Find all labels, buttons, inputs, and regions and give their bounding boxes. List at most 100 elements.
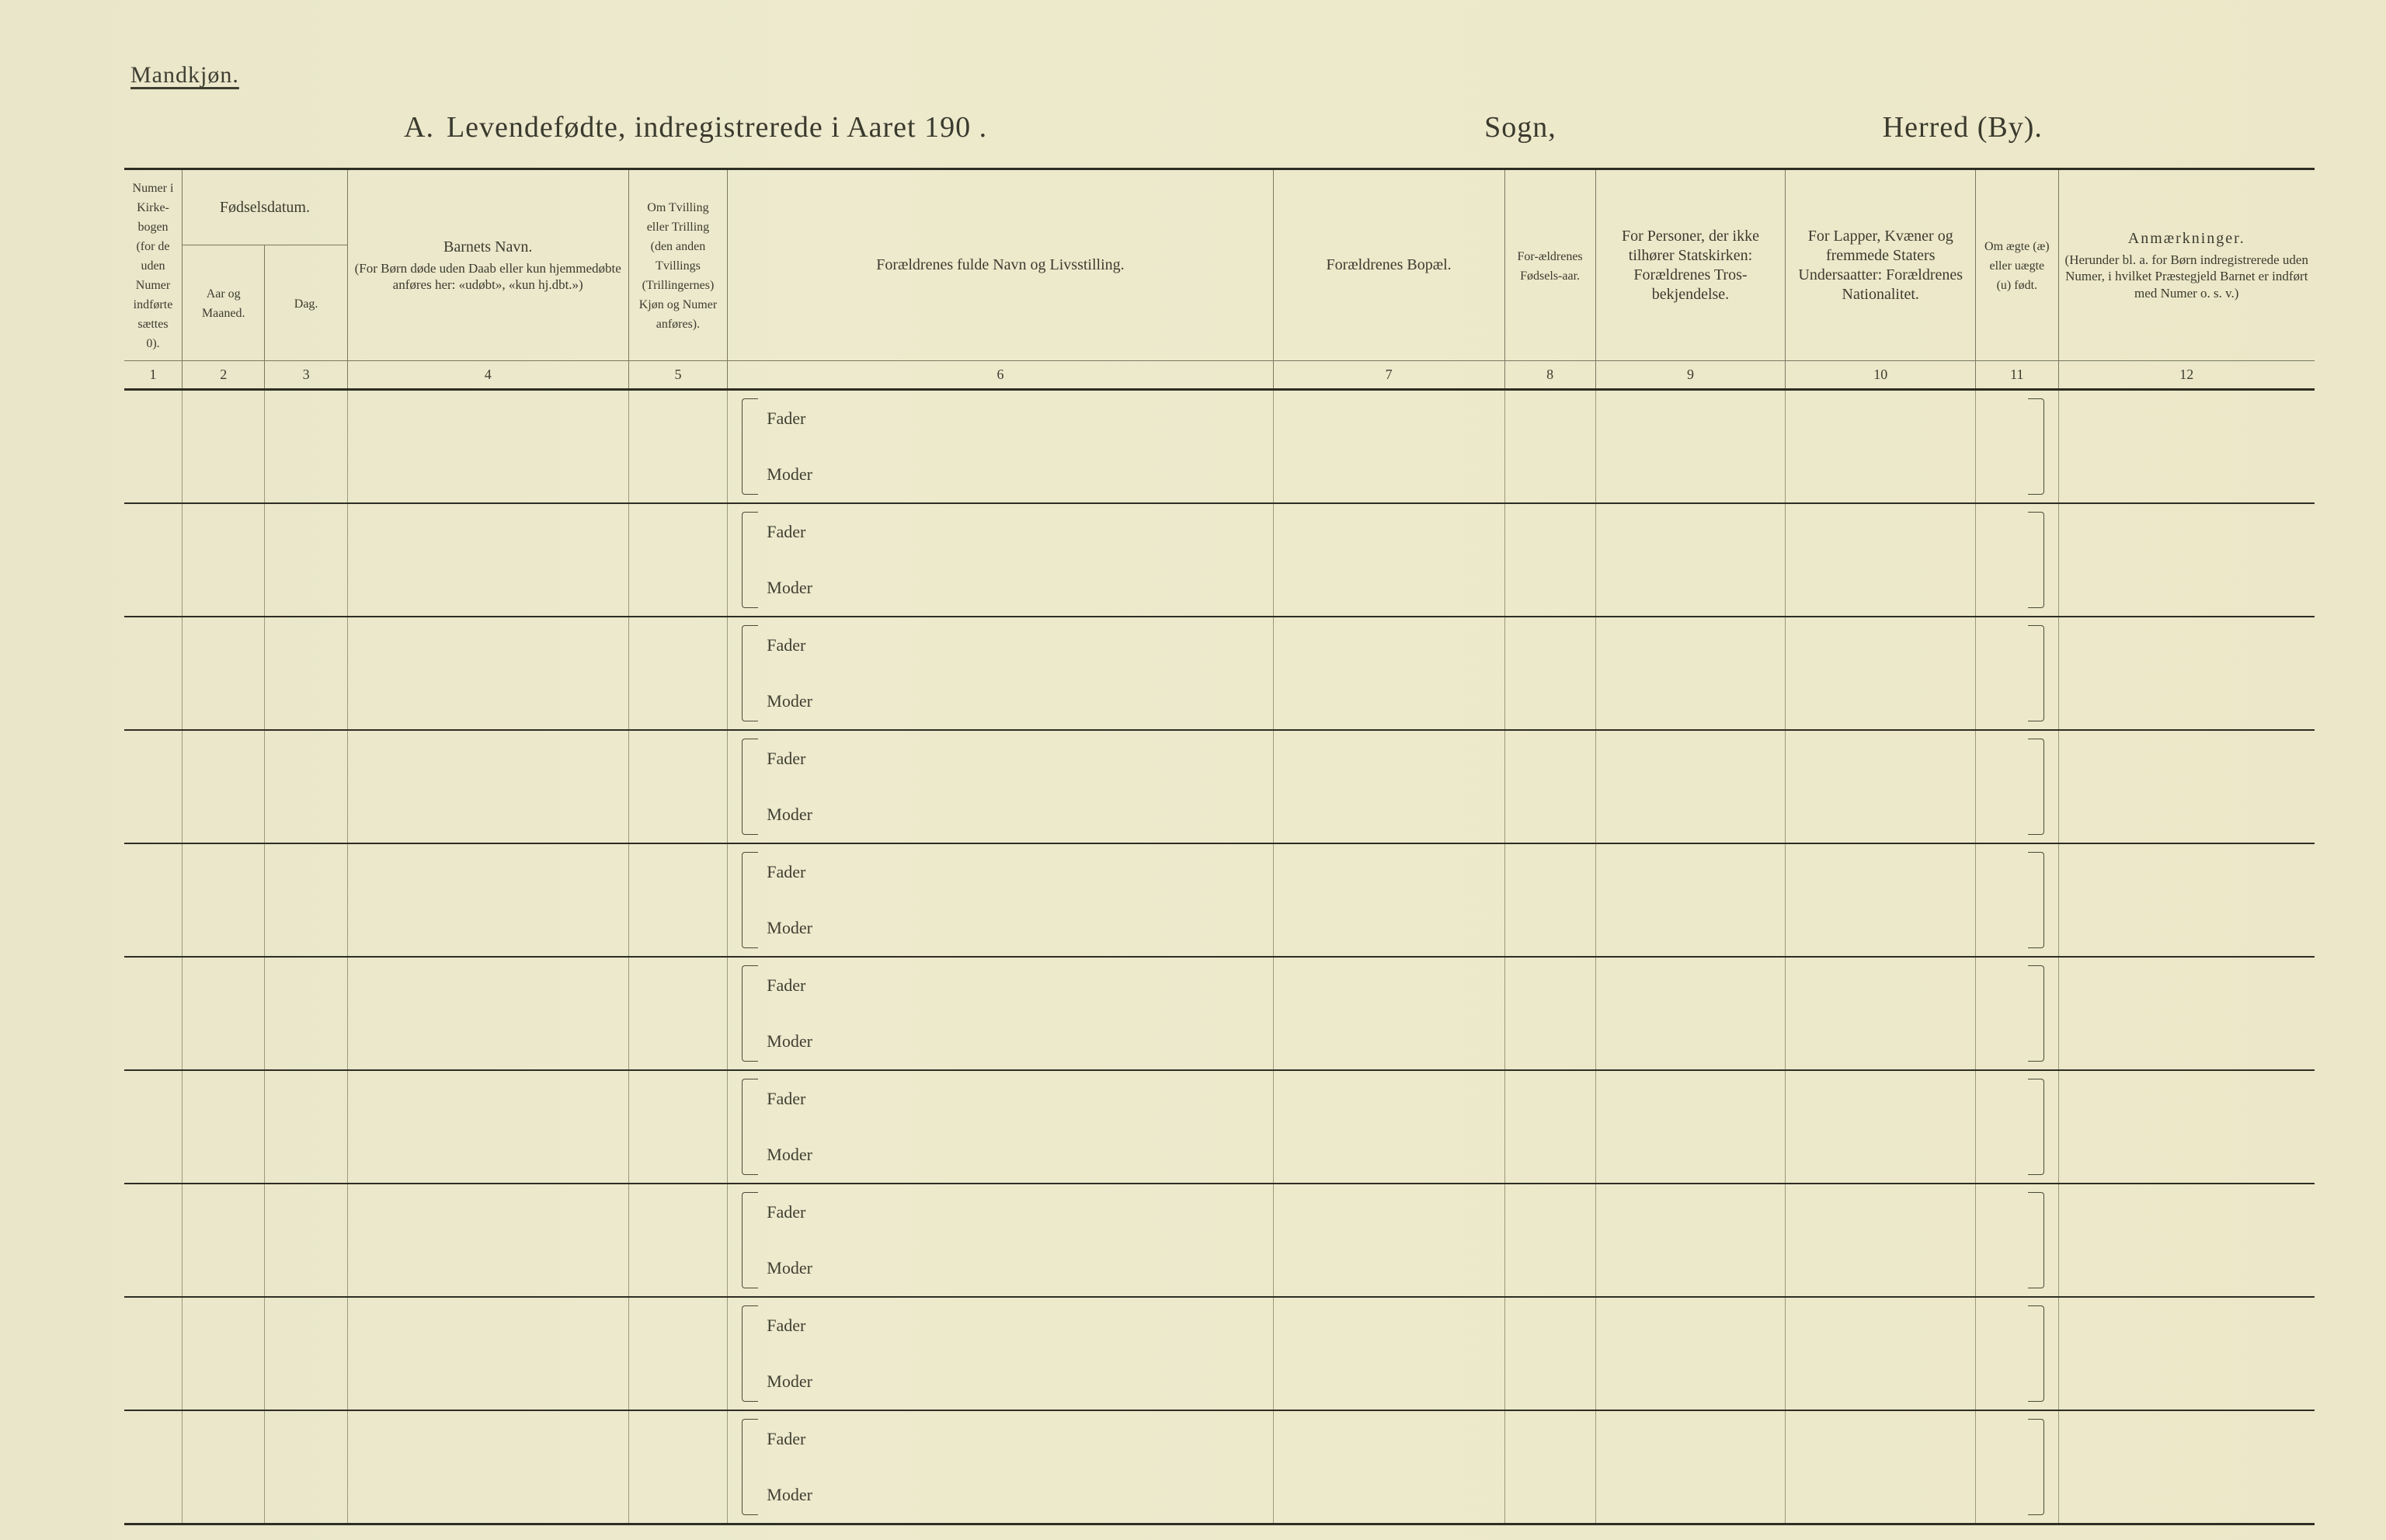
bracket-left-icon [742, 625, 758, 721]
table-cell [347, 1070, 628, 1184]
col-header-12-sub: (Herunder bl. a. for Børn indregistrered… [2065, 252, 2308, 301]
col-header-10: For Lapper, Kvæner og fremmede Staters U… [1786, 169, 1976, 361]
table-cell [1273, 1184, 1504, 1297]
bracket-right-icon [2028, 739, 2044, 835]
table-cell [2058, 617, 2315, 730]
table-cell [2058, 957, 2315, 1070]
table-row: Fader Moder [124, 957, 2315, 1070]
table-cell [1273, 1070, 1504, 1184]
col-num-11: 11 [1976, 361, 2058, 390]
col-num-5: 5 [628, 361, 728, 390]
col-num-4: 4 [347, 361, 628, 390]
table-cell [182, 1184, 264, 1297]
table-cell [1786, 503, 1976, 617]
bracket-right-icon [2028, 1192, 2044, 1288]
table-cell [1504, 617, 1595, 730]
col-header-8: For-ældrenes Fødsels-aar. [1504, 169, 1595, 361]
table-cell [1595, 1184, 1786, 1297]
fader-label: Fader [767, 1089, 1233, 1109]
col-num-6: 6 [728, 361, 1273, 390]
fader-label: Fader [767, 408, 1233, 429]
moder-label: Moder [767, 578, 1233, 598]
table-cell [265, 730, 347, 843]
col-header-1-text: Numer i Kirke-bogen (for de uden Numer i… [133, 182, 174, 350]
fader-moder-labels: FaderModer [767, 1411, 1233, 1523]
table-cell [124, 617, 182, 730]
herred-label: Herred (By). [1883, 110, 2043, 144]
table-cell [2058, 1184, 2315, 1297]
col-header-3: Dag. [265, 245, 347, 361]
table-cell [628, 843, 728, 957]
table-cell [265, 389, 347, 503]
table-cell [1786, 617, 1976, 730]
table-cell [1595, 389, 1786, 503]
table-cell [347, 1297, 628, 1410]
table-cell [182, 389, 264, 503]
table-cell [1786, 389, 1976, 503]
table-cell [182, 957, 264, 1070]
table-cell [2058, 503, 2315, 617]
table-cell [265, 503, 347, 617]
table-cell [2058, 389, 2315, 503]
table-cell [2058, 1297, 2315, 1410]
col-header-7-text: Forældrenes Bopæl. [1327, 256, 1452, 273]
table-cell: FaderModer [728, 1297, 1273, 1410]
bracket-left-icon [742, 965, 758, 1062]
fader-label: Fader [767, 975, 1233, 996]
table-cell [124, 1070, 182, 1184]
table-cell [2058, 730, 2315, 843]
table-cell [265, 843, 347, 957]
table-cell [1595, 843, 1786, 957]
moder-label: Moder [767, 464, 1233, 485]
table-cell [265, 1410, 347, 1524]
table-cell [124, 389, 182, 503]
col-num-3: 3 [265, 361, 347, 390]
fader-moder-labels: FaderModer [767, 504, 1233, 616]
col-header-2: Aar og Maaned. [182, 245, 264, 361]
table-cell [182, 730, 264, 843]
table-cell [1504, 1297, 1595, 1410]
col-header-3-text: Dag. [294, 297, 318, 311]
table-cell [1595, 957, 1786, 1070]
bracket-right-icon [2028, 1419, 2044, 1515]
table-cell [1786, 730, 1976, 843]
table-cell [1504, 1410, 1595, 1524]
table-cell [347, 1410, 628, 1524]
table-cell: FaderModer [728, 1184, 1273, 1297]
table-cell [1273, 389, 1504, 503]
bracket-left-icon [742, 1079, 758, 1175]
sogn-label: Sogn, [1484, 110, 1556, 144]
table-cell [182, 617, 264, 730]
bracket-left-icon [742, 398, 758, 495]
table-cell [628, 1297, 728, 1410]
fader-moder-labels: FaderModer [767, 844, 1233, 956]
bracket-left-icon [742, 739, 758, 835]
table-cell [347, 957, 628, 1070]
table-cell: FaderModer [728, 617, 1273, 730]
col-num-9: 9 [1595, 361, 1786, 390]
table-cell: FaderModer [728, 843, 1273, 957]
table-cell [182, 843, 264, 957]
fader-label: Fader [767, 1202, 1233, 1222]
moder-label: Moder [767, 1031, 1233, 1052]
table-cell [182, 1070, 264, 1184]
moder-label: Moder [767, 691, 1233, 711]
table-cell [1273, 503, 1504, 617]
table-cell [124, 957, 182, 1070]
table-cell [124, 503, 182, 617]
table-cell [1595, 730, 1786, 843]
table-row: FaderModer [124, 1297, 2315, 1410]
fader-moder-labels: Fader Moder [767, 391, 1233, 502]
col-header-group-fodselsdatum: Fødselsdatum. [182, 169, 347, 245]
bracket-right-icon [2028, 398, 2044, 495]
bracket-right-icon [2028, 625, 2044, 721]
fader-label: Fader [767, 1316, 1233, 1336]
table-cell [1976, 503, 2058, 617]
fader-label: Fader [767, 749, 1233, 769]
bracket-left-icon [742, 512, 758, 608]
register-body: Fader Moder Fader Moder Fader Moder Fader Moder… [124, 389, 2315, 1524]
col-header-9-text: For Personer, der ikke tilhører Statskir… [1622, 228, 1759, 303]
table-cell [1504, 957, 1595, 1070]
col-header-4: Barnets Navn. (For Børn døde uden Daab e… [347, 169, 628, 361]
table-cell [628, 1184, 728, 1297]
